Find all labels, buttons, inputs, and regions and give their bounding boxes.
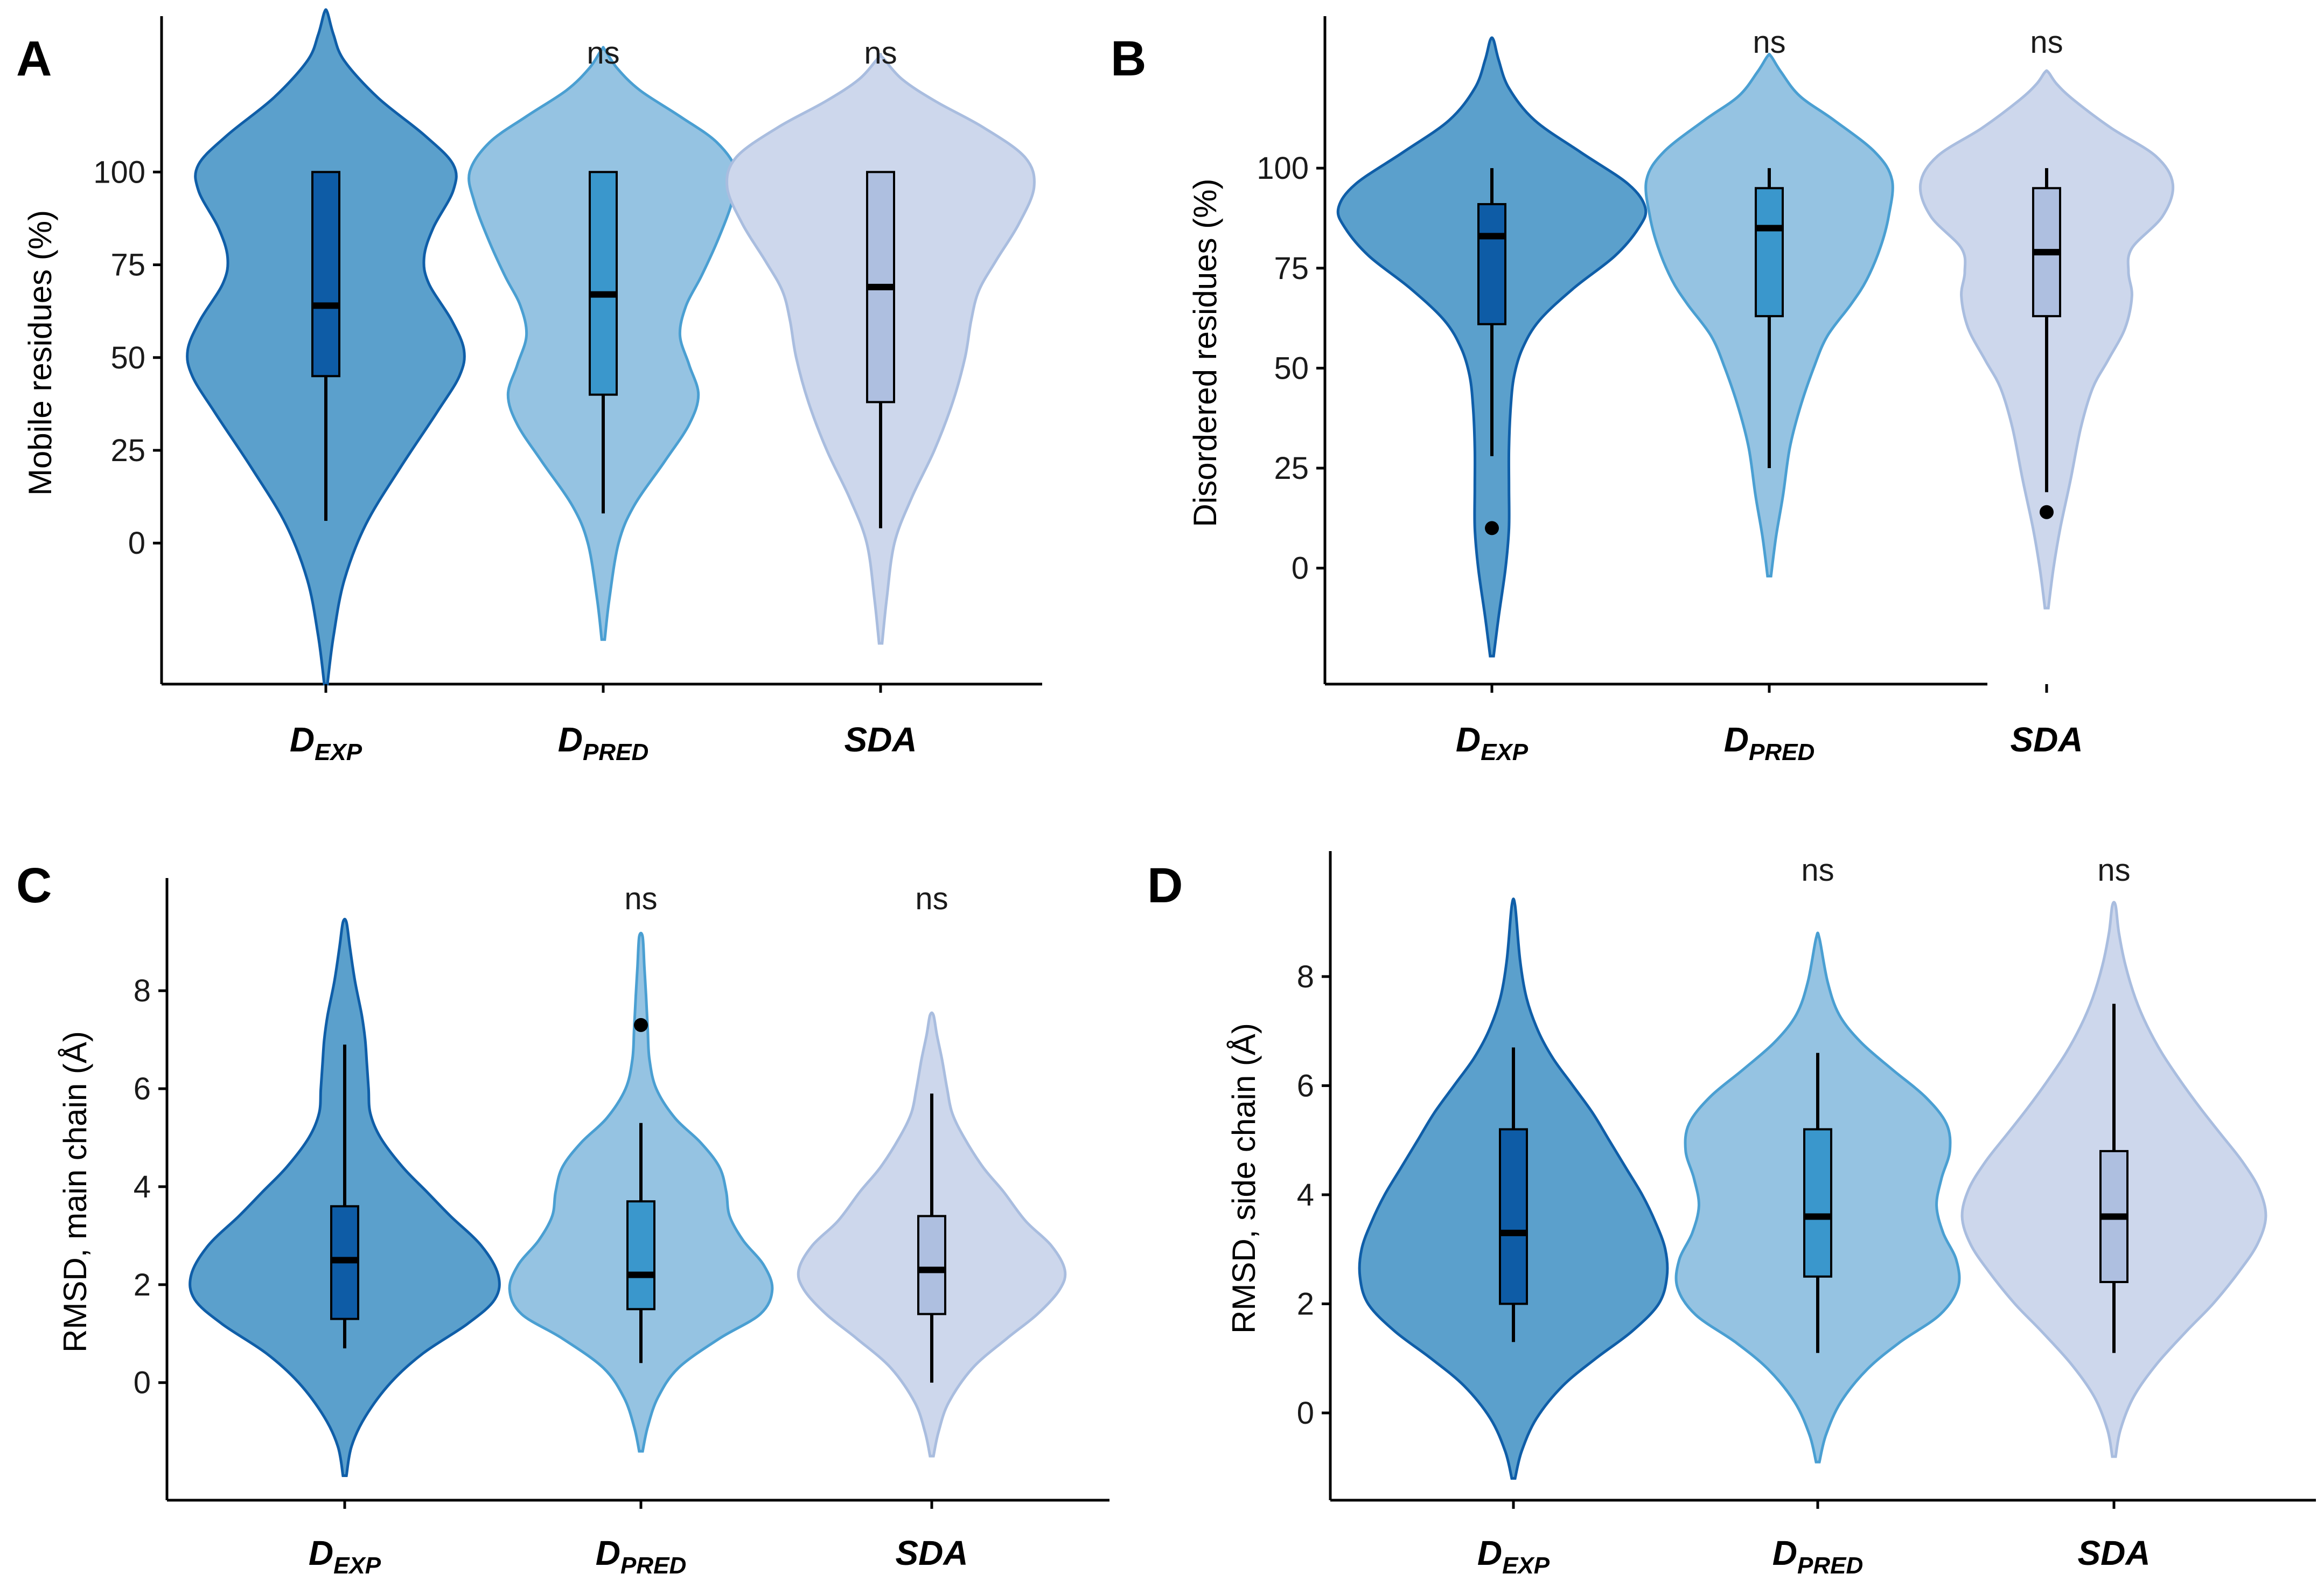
series-dexp bbox=[186, 8, 466, 686]
box-iqr bbox=[311, 171, 340, 378]
series-dpred: ns bbox=[1644, 25, 1894, 577]
x-tick-label: DPRED bbox=[596, 1534, 686, 1579]
y-tick-label: 4 bbox=[134, 1169, 151, 1204]
significance-label: ns bbox=[624, 881, 657, 916]
series-sda: ns bbox=[797, 881, 1067, 1458]
y-tick-label: 2 bbox=[134, 1267, 151, 1303]
y-axis-title: Mobile residues (%) bbox=[22, 210, 58, 496]
x-tick-label: SDA bbox=[2010, 720, 2083, 759]
y-tick-label: 100 bbox=[93, 155, 145, 190]
x-tick-label: SDA bbox=[844, 720, 917, 759]
y-tick-label: 75 bbox=[110, 248, 145, 283]
significance-label: ns bbox=[915, 881, 948, 916]
series-dpred: ns bbox=[1674, 853, 1961, 1464]
series-dexp bbox=[1336, 36, 1648, 658]
y-tick-label: 0 bbox=[128, 526, 145, 561]
series-dpred: ns bbox=[467, 36, 739, 641]
box-iqr bbox=[1499, 1128, 1528, 1305]
x-tick-label: SDA bbox=[895, 1534, 968, 1572]
y-tick-label: 0 bbox=[1297, 1396, 1314, 1431]
box-iqr bbox=[626, 1200, 655, 1311]
series-dexp bbox=[189, 917, 501, 1477]
y-tick-label: 2 bbox=[1297, 1286, 1314, 1321]
y-axis-title: Disordered residues (%) bbox=[1187, 179, 1223, 527]
significance-label: ns bbox=[1753, 25, 1785, 60]
x-tick-label: DPRED bbox=[1724, 720, 1814, 765]
box-iqr bbox=[917, 1215, 946, 1315]
panel-letter: A bbox=[16, 31, 52, 86]
x-tick-label: DEXP bbox=[290, 720, 362, 765]
x-tick-label: DEXP bbox=[1456, 720, 1529, 765]
box-iqr bbox=[589, 171, 618, 396]
series-sda: ns bbox=[1960, 853, 2267, 1458]
y-tick-label: 6 bbox=[134, 1071, 151, 1106]
panel-a: A 0 25 50 75 100 Mobile residues (%) DEXP ns DPRE… bbox=[16, 8, 1042, 765]
series-dexp bbox=[1358, 897, 1669, 1480]
y-tick-label: 8 bbox=[1297, 959, 1314, 994]
y-tick-label: 6 bbox=[1297, 1068, 1314, 1103]
significance-label: ns bbox=[1801, 853, 1834, 888]
panel-b: B 0 25 50 75 100 Disordered residues (%) DEXP ns… bbox=[1111, 16, 2175, 765]
y-tick-label: 8 bbox=[134, 973, 151, 1008]
x-tick-label: SDA bbox=[2077, 1534, 2150, 1572]
y-tick-label: 100 bbox=[1257, 151, 1309, 186]
y-tick-label: 25 bbox=[110, 433, 145, 468]
outlier-point bbox=[2040, 505, 2054, 519]
y-tick-label: 50 bbox=[1274, 351, 1309, 386]
x-tick-label: DEXP bbox=[1477, 1534, 1550, 1579]
x-tick-label: DEXP bbox=[309, 1534, 381, 1579]
box-iqr bbox=[1477, 203, 1506, 325]
series-dpred: ns bbox=[508, 881, 774, 1453]
y-tick-label: 25 bbox=[1274, 451, 1309, 486]
outlier-point bbox=[1485, 521, 1499, 535]
x-tick-label: DPRED bbox=[1772, 1534, 1863, 1579]
y-axis-title: RMSD, main chain (Å) bbox=[57, 1031, 93, 1353]
panel-d: D 0 2 4 6 8 RMSD, side chain (Å) DEXP ns DPRED ns S… bbox=[1147, 851, 2316, 1579]
box-iqr bbox=[1803, 1128, 1832, 1278]
panel-letter: C bbox=[16, 858, 52, 913]
box-iqr bbox=[1755, 187, 1784, 317]
panel-letter: B bbox=[1111, 31, 1146, 86]
y-tick-label: 4 bbox=[1297, 1178, 1314, 1213]
panel-c: C 0 2 4 6 8 RMSD, main chain (Å) DEXP ns DPRED ns S… bbox=[16, 858, 1109, 1579]
series-sda: ns bbox=[1918, 25, 2175, 610]
significance-label: ns bbox=[864, 36, 897, 71]
x-tick-label: DPRED bbox=[558, 720, 648, 765]
significance-label: ns bbox=[587, 36, 619, 71]
significance-label: ns bbox=[2097, 853, 2130, 888]
significance-label: ns bbox=[2030, 25, 2063, 60]
series-sda: ns bbox=[725, 36, 1036, 645]
y-axis-title: RMSD, side chain (Å) bbox=[1226, 1023, 1262, 1334]
y-tick-label: 0 bbox=[1292, 551, 1309, 586]
outlier-point bbox=[634, 1018, 648, 1032]
y-tick-label: 0 bbox=[134, 1366, 151, 1401]
y-tick-label: 75 bbox=[1274, 251, 1309, 286]
panel-letter: D bbox=[1147, 858, 1183, 913]
y-tick-label: 50 bbox=[110, 340, 145, 375]
